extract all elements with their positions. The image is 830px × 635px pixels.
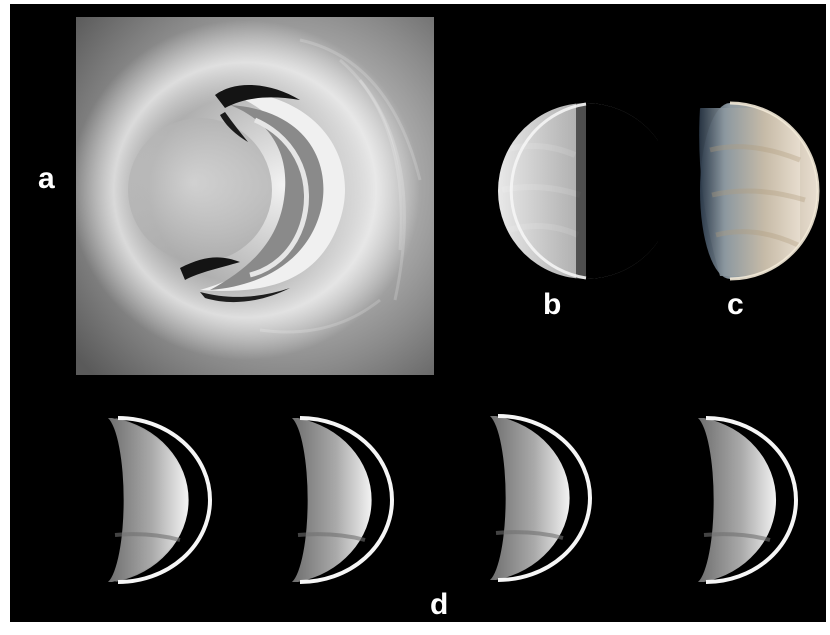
panel-d-images — [108, 414, 798, 584]
panel-d-image-1 — [108, 416, 212, 584]
panel-c-image — [642, 101, 820, 281]
panel-label-b: b — [543, 288, 562, 321]
panel-d-image-3 — [490, 414, 592, 582]
panel-label-a: a — [38, 162, 55, 195]
panel-label-d: d — [430, 588, 449, 621]
panel-a-image — [76, 17, 434, 375]
panel-d-image-2 — [292, 416, 394, 584]
panel-label-c: c — [727, 288, 744, 321]
panel-d-image-4 — [698, 416, 798, 584]
